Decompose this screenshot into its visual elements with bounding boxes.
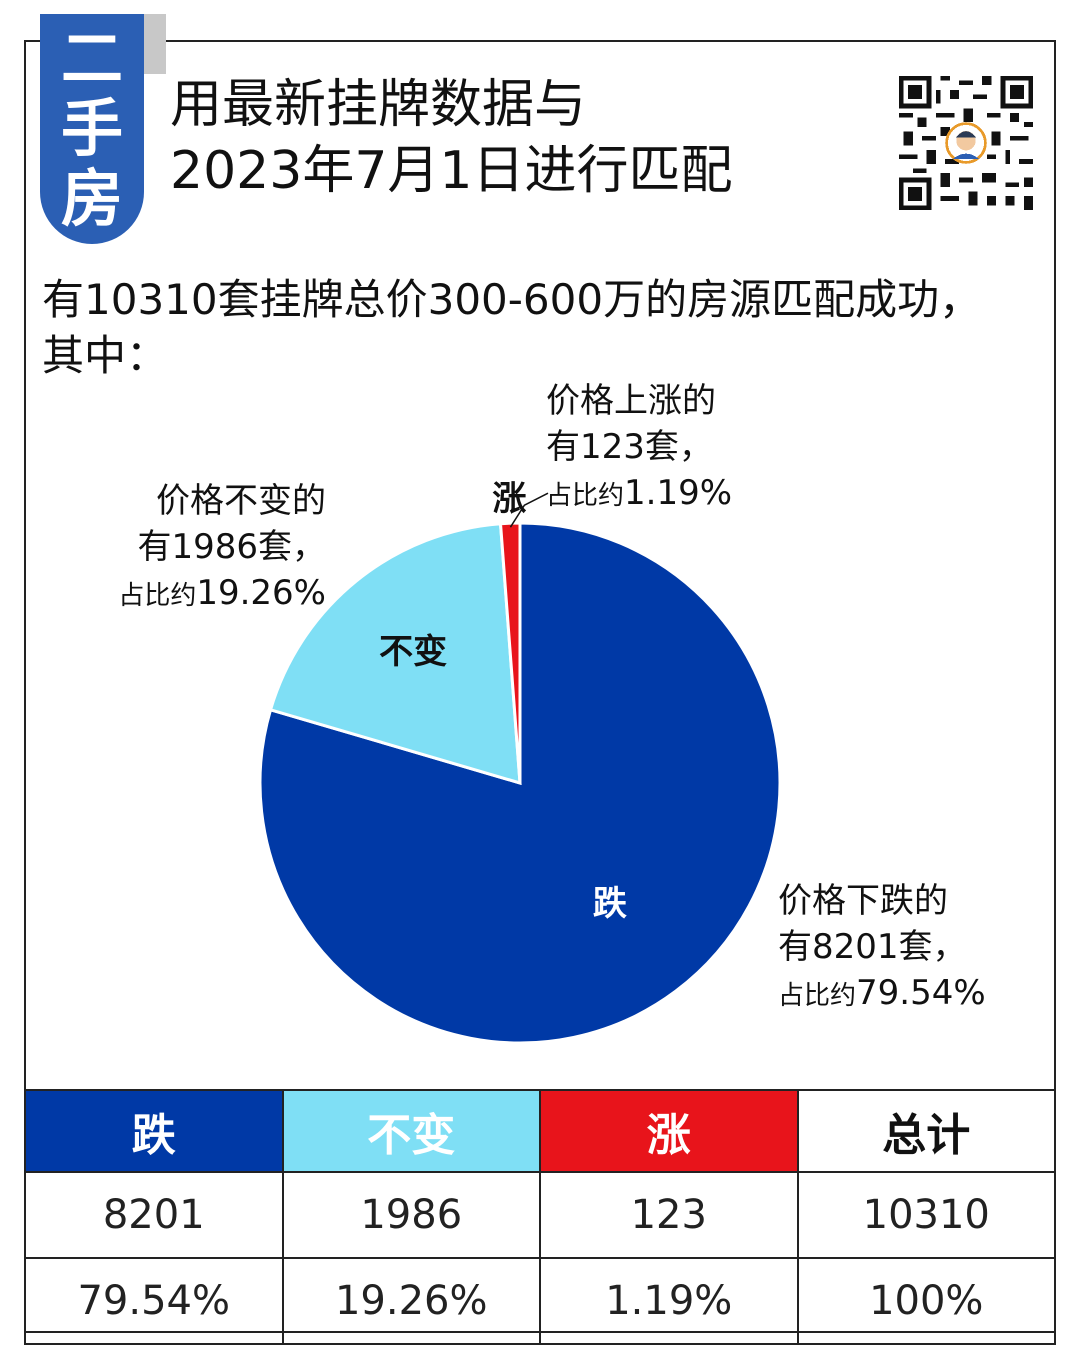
annotation-same-prefix: 占比约 (118, 581, 197, 611)
cell-count-down: 8201 (24, 1171, 284, 1259)
annotation-down-line3: 占比约79.54% (778, 970, 986, 1019)
table-header-row: 跌 不变 涨 总计 (24, 1089, 1056, 1173)
badge-char-2: 手 (60, 92, 123, 165)
header-up: 涨 (539, 1089, 799, 1173)
cell-pct-up: 1.19% (539, 1257, 799, 1345)
title-line-1: 用最新挂牌数据与 (170, 75, 587, 135)
cell-pct-total: 100% (796, 1257, 1056, 1345)
header-same: 不变 (281, 1089, 541, 1173)
cell-count-up: 123 (539, 1171, 799, 1259)
annotation-same-pct: 19.26% (196, 573, 326, 613)
annotation-down-pct: 79.54% (856, 973, 986, 1013)
pie-label-up: 涨 (492, 479, 526, 519)
annotation-up-line2: 有123套， (546, 427, 713, 467)
table-row-counts: 8201 1986 123 10310 (24, 1171, 1056, 1259)
summary-text: 有10310套挂牌总价300-600万的房源匹配成功， 其中： (42, 272, 1052, 384)
annotation-same-line1: 价格不变的 (156, 481, 326, 521)
badge-char-3: 房 (60, 162, 123, 235)
pie-label-same: 不变 (379, 632, 447, 672)
annotation-same-line2: 有1986套， (137, 527, 326, 567)
annotation-same-line3: 占比约19.26% (118, 570, 326, 619)
page-title: 用最新挂牌数据与 2023年7月1日进行匹配 (170, 72, 733, 204)
annotation-up-pct: 1.19% (624, 473, 733, 513)
annotation-same: 价格不变的 有1986套， 占比约19.26% (118, 478, 326, 619)
pie-slice-up (498, 521, 522, 784)
annotation-down-prefix: 占比约 (778, 981, 857, 1011)
cell-count-same: 1986 (281, 1171, 541, 1259)
title-line-2: 2023年7月1日进行匹配 (170, 141, 733, 201)
annotation-up-prefix: 占比约 (546, 481, 625, 511)
cell-pct-same: 19.26% (281, 1257, 541, 1345)
pie-slice-same (268, 522, 522, 786)
badge-char-1: 二 (60, 22, 123, 95)
qr-code-icon[interactable] (898, 76, 1034, 210)
table-row-percents: 79.54% 19.26% 1.19% 100% (24, 1257, 1056, 1345)
summary-table: 跌 不变 涨 总计 8201 1986 123 10310 79.54% 19.… (24, 1089, 1056, 1345)
pie-chart: 跌 不变 涨 (258, 479, 782, 1045)
category-badge: 二 手 房 (40, 14, 144, 244)
annotation-up-line3: 占比约1.19% (546, 470, 732, 519)
header-down: 跌 (24, 1089, 284, 1173)
header-total: 总计 (796, 1089, 1056, 1173)
summary-line-2: 其中： (42, 331, 169, 380)
annotation-down-line1: 价格下跌的 (778, 881, 948, 921)
leader-line-up (509, 492, 549, 528)
annotation-up-line1: 价格上涨的 (546, 381, 716, 421)
summary-line-1: 有10310套挂牌总价300-600万的房源匹配成功， (42, 275, 982, 324)
cell-pct-down: 79.54% (24, 1257, 284, 1345)
cell-count-total: 10310 (796, 1171, 1056, 1259)
annotation-down-line2: 有8201套， (778, 927, 967, 967)
annotation-down: 价格下跌的 有8201套， 占比约79.54% (778, 878, 986, 1019)
annotation-up: 价格上涨的 有123套， 占比约1.19% (546, 378, 732, 519)
pie-label-down: 跌 (593, 884, 627, 924)
